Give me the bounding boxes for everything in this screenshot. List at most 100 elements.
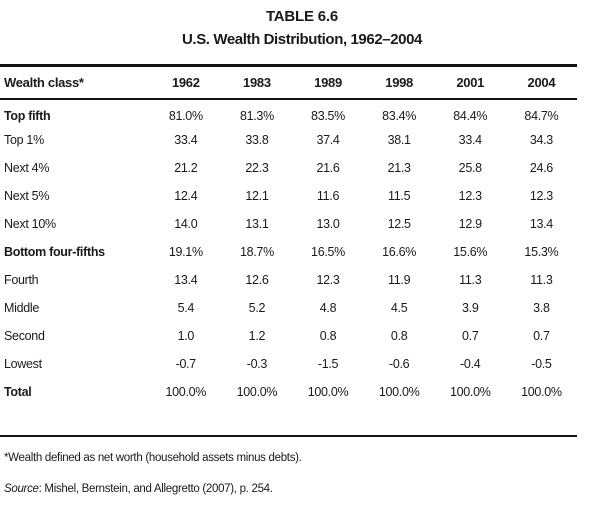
table-cell: 12.6 [245,273,269,287]
table-cell: 21.6 [316,161,340,175]
table-cell: 84.4% [453,109,488,123]
table-cell: 12.5 [387,217,411,231]
table-cell: -1.5 [317,357,339,371]
table-row: Top fifth 81.0% 81.3% 83.5% 83.4% 84.4% 84.7% [0,98,577,126]
table-cell: 15.6% [453,245,488,259]
header-rule [0,98,577,100]
table-cell: 12.3 [316,273,340,287]
table-cell: 34.3 [529,133,553,147]
table-cell: 0.7 [533,329,550,343]
table-cell: 81.3% [239,109,274,123]
table-cell: 100.0% [521,385,562,399]
wealth-distribution-table: Wealth class* 1962 1983 1989 1998 2001 2… [0,67,577,406]
table-cell: 100.0% [449,385,491,399]
table-cell: 0.8 [390,329,408,343]
table-cell: 33.8 [245,133,269,147]
table-cell: 0.7 [462,329,479,343]
table-cell: 13.0 [316,217,340,231]
row-label: Next 4% [4,161,50,175]
table-cell: 81.0% [168,109,203,123]
table-cell: 1.0 [177,329,195,343]
table-cell: 11.3 [459,273,482,287]
table-cell: 12.1 [245,189,269,203]
table-cell: 11.6 [316,189,340,203]
table-row: Next 4% 21.2 22.3 21.6 21.3 25.8 24.6 [0,154,577,182]
table-cell: 4.8 [319,301,337,315]
column-header-year: 1983 [243,75,271,90]
column-header-wealth-class: Wealth class* [4,75,84,90]
table-cell: 22.3 [245,161,269,175]
table-cell: 83.5% [311,109,345,123]
table-header-row: Wealth class* 1962 1983 1989 1998 2001 2… [0,67,577,98]
table-cell: 3.8 [533,301,550,315]
table-row: Second 1.0 1.2 0.8 0.8 0.7 0.7 [0,322,577,350]
row-label: Next 5% [4,189,50,203]
table-cell: 16.6% [382,245,417,259]
row-label: Total [4,385,32,399]
row-label: Top 1% [4,133,44,147]
table-cell: 1.2 [248,329,266,343]
table-cell: 5.4 [177,301,195,315]
table-cell: -0.4 [460,357,481,371]
table-cell: 84.7% [524,109,559,123]
table-cell: 25.8 [458,161,482,175]
table-cell: 100.0% [307,385,349,399]
table-cell: 11.9 [388,273,411,287]
table-body: Top fifth 81.0% 81.3% 83.5% 83.4% 84.4% 84.7% T… [0,98,577,406]
table-footnote: *Wealth defined as net worth (household … [4,452,302,464]
table-row: Total 100.0% 100.0% 100.0% 100.0% 100.0% 100.0… [0,378,577,406]
table-cell: 100.0% [236,385,278,399]
table-cell: -0.7 [175,357,197,371]
table-cell: 12.3 [458,189,482,203]
column-header-year: 2004 [527,75,556,90]
table-row: Bottom four-fifths 19.1% 18.7% 16.5% 16.6% 15… [0,238,577,266]
table-row: Middle 5.4 5.2 4.8 4.5 3.9 3.8 [0,294,577,322]
table-cell: -0.5 [531,357,552,371]
source-label: Source [4,483,39,495]
table-row: Lowest -0.7 -0.3 -1.5 -0.6 -0.4 -0.5 [0,350,577,378]
row-label: Lowest [4,357,42,371]
row-label: Bottom four-fifths [4,245,105,259]
table-cell: 83.4% [382,109,417,123]
table-row: Next 5% 12.4 12.1 11.6 11.5 12.3 12.3 [0,182,577,210]
table-cell: 12.9 [458,217,482,231]
column-header-year: 1962 [171,75,200,90]
table-cell: 38.1 [387,133,411,147]
table-cell: 5.2 [248,301,266,315]
table-cell: 3.9 [462,301,479,315]
table-cell: 100.0% [165,385,207,399]
table-cell: 37.4 [316,133,340,147]
table-row: Top 1% 33.4 33.8 37.4 38.1 33.4 34.3 [0,126,577,154]
table-cell: -0.6 [388,357,410,371]
row-label: Next 10% [4,217,56,231]
table-cell: 11.5 [388,189,411,203]
row-label: Middle [4,301,40,315]
row-label: Second [4,329,45,343]
table-source: Source: Mishel, Bernstein, and Allegrett… [4,483,273,495]
table-cell: 33.4 [174,133,198,147]
bottom-rule [0,435,577,437]
table-cell: 12.3 [529,189,553,203]
row-label: Top fifth [4,109,51,123]
table-cell: 13.4 [529,217,553,231]
table-cell: 100.0% [378,385,420,399]
table-cell: 24.6 [529,161,553,175]
column-header-year: 1998 [385,75,413,90]
table-number: TABLE 6.6 [265,8,339,25]
source-text: : Mishel, Bernstein, and Allegretto (200… [38,483,273,495]
table-cell: 16.5% [311,245,345,259]
table-cell: 4.5 [390,301,408,315]
table-cell: 14.0 [174,217,198,231]
table-title: U.S. Wealth Distribution, 1962–2004 [182,31,422,48]
table-cell: 11.3 [530,273,553,287]
table-row: Next 10% 14.0 13.1 13.0 12.5 12.9 13.4 [0,210,577,238]
table-cell: 19.1% [168,245,203,259]
column-header-year: 1989 [314,75,342,90]
table-cell: 13.4 [174,273,198,287]
table-cell: 18.7% [239,245,274,259]
row-label: Fourth [4,273,39,287]
table-cell: 15.3% [524,245,559,259]
table-cell: 12.4 [174,189,198,203]
table-row: Fourth 13.4 12.6 12.3 11.9 11.3 11.3 [0,266,577,294]
